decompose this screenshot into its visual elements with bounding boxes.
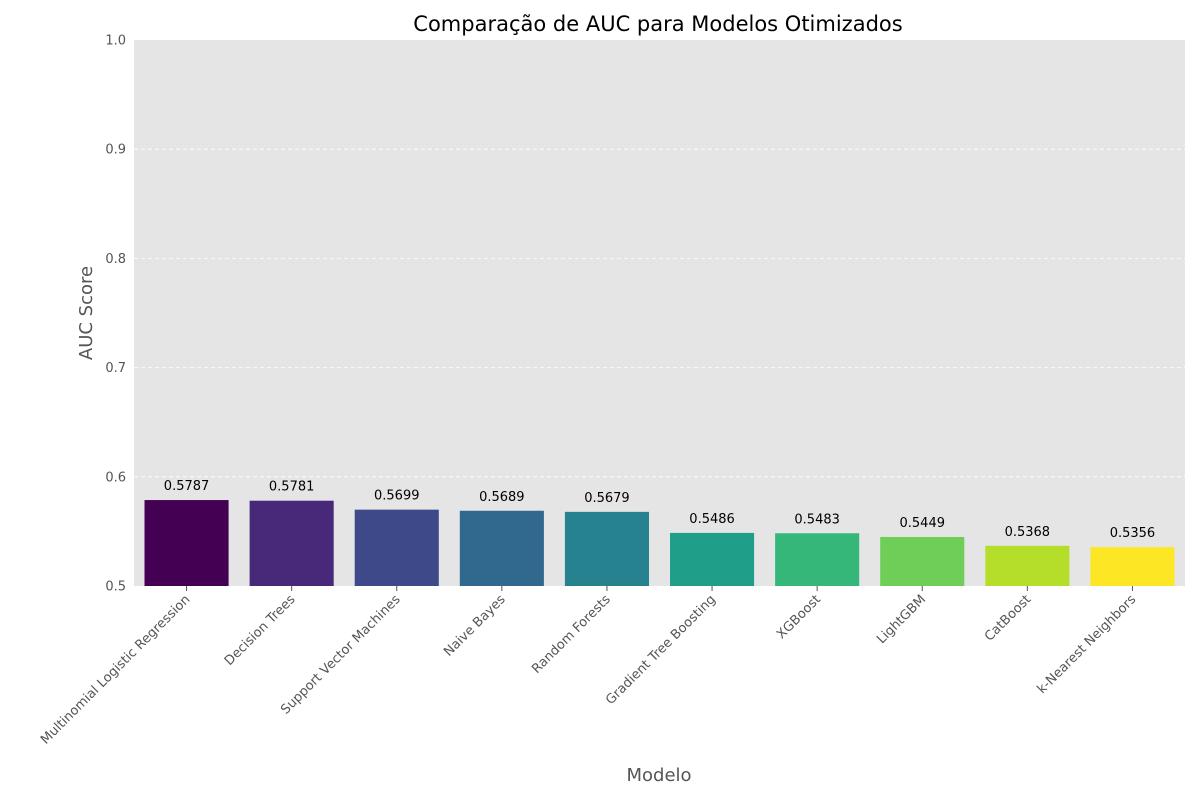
x-tick-layer: Multinomial Logistic Regression Decision … <box>38 586 1139 748</box>
x-tick-label: Random Forests <box>529 592 614 677</box>
data-label: 0.5486 <box>689 512 735 527</box>
y-tick-label: 1.0 <box>105 34 126 49</box>
x-tick-label: Decision Trees <box>222 592 299 669</box>
data-label: 0.5449 <box>900 516 946 531</box>
data-label: 0.5483 <box>794 512 840 527</box>
bar <box>144 500 229 586</box>
y-tick-layer: 0.5 0.6 0.7 0.8 0.9 1.0 <box>105 34 126 595</box>
data-label: 0.5679 <box>584 491 630 506</box>
y-tick-label: 0.6 <box>105 470 126 485</box>
x-tick-label: Gradient Tree Boosting <box>603 592 719 708</box>
x-tick-label: Naive Bayes <box>441 592 509 660</box>
bar <box>775 533 860 586</box>
x-tick-label: CatBoost <box>982 592 1034 644</box>
bar <box>1090 547 1175 586</box>
data-label: 0.5368 <box>1005 525 1051 540</box>
bar <box>354 509 439 586</box>
data-label: 0.5781 <box>269 480 315 495</box>
data-label: 0.5699 <box>374 489 420 504</box>
x-tick-label: k-Nearest Neighbors <box>1035 592 1140 697</box>
bar <box>985 545 1070 586</box>
data-label: 0.5689 <box>479 490 525 505</box>
y-tick-label: 0.8 <box>105 252 126 267</box>
grid-layer <box>134 148 1185 478</box>
y-axis-label: AUC Score <box>76 266 97 360</box>
y-tick-label: 0.5 <box>105 580 126 595</box>
y-tick-label: 0.9 <box>105 143 126 158</box>
plot-background <box>134 40 1185 586</box>
x-tick-label: XGBoost <box>774 592 824 642</box>
x-axis-label: Modelo <box>626 765 691 786</box>
x-tick-label: LightGBM <box>874 592 929 647</box>
y-tick-label: 0.7 <box>105 361 126 376</box>
data-label: 0.5787 <box>164 479 210 494</box>
bar <box>249 500 334 586</box>
bar <box>564 511 649 586</box>
data-label-layer: 0.5787 0.5781 0.5699 0.5689 0.5679 0.5486 0.54… <box>164 479 1155 541</box>
bar <box>880 536 965 586</box>
x-tick-label: Multinomial Logistic Regression <box>38 592 193 747</box>
x-tick-label: Support Vector Machines <box>278 592 404 718</box>
bar <box>459 510 544 586</box>
chart-title: Comparação de AUC para Modelos Otimizado… <box>413 12 902 36</box>
data-label: 0.5356 <box>1110 526 1156 541</box>
bar <box>670 532 755 586</box>
bar-layer <box>144 500 1175 586</box>
